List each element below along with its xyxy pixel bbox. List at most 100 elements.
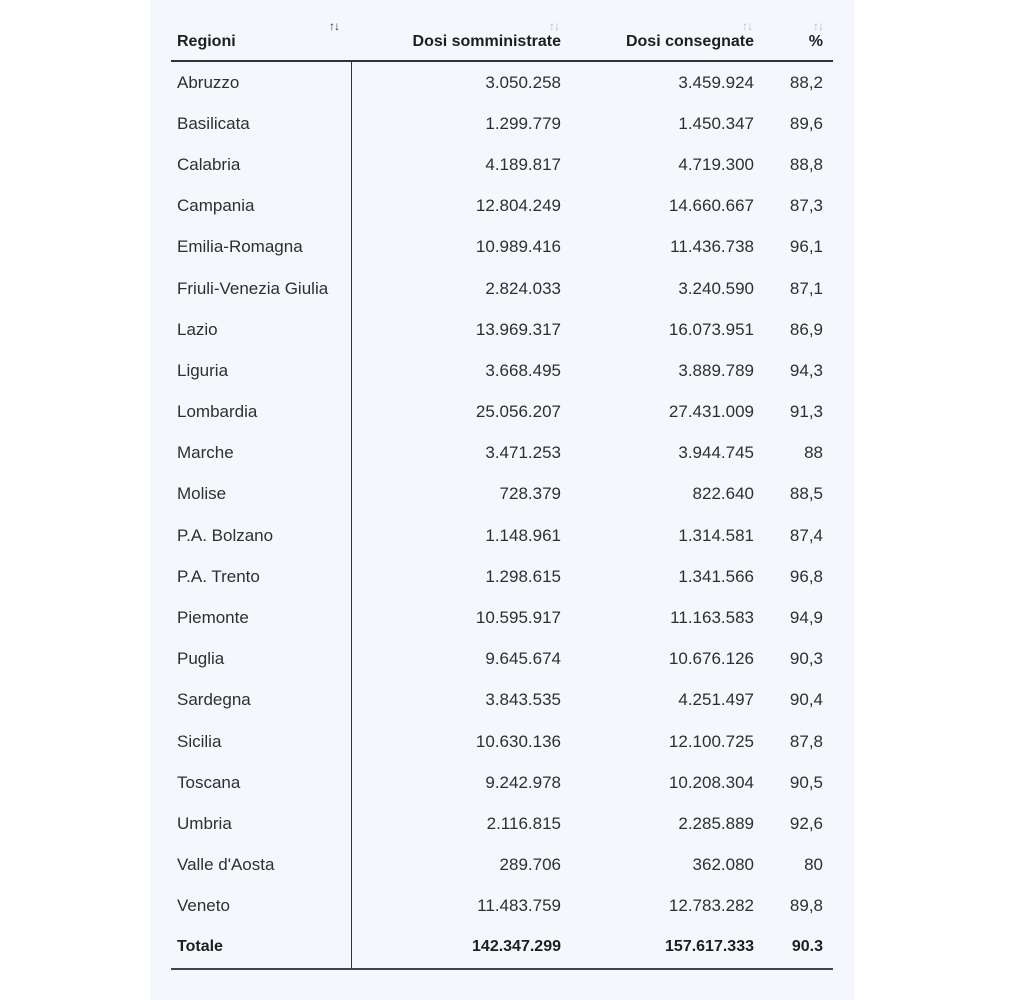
cell-delivered: 4.719.300 xyxy=(678,154,754,174)
table-body: Abruzzo 3.050.258 3.459.924 88,2 Basilicata 1… xyxy=(171,61,833,927)
cell-delivered: 27.431.009 xyxy=(668,402,754,422)
cell-region: Sardegna xyxy=(171,679,352,721)
cell-administered: 2.116.815 xyxy=(486,813,561,833)
cell-percent: 80 xyxy=(804,855,823,875)
cell-region: P.A. Bolzano xyxy=(171,515,352,557)
cell-percent: 94,9 xyxy=(789,608,823,628)
table-row: Veneto 11.483.759 12.783.282 89,8 xyxy=(171,885,833,927)
cell-delivered: 1.341.566 xyxy=(678,566,754,586)
cell-region: P.A. Trento xyxy=(171,556,352,598)
cell-percent: 90,5 xyxy=(789,772,823,792)
total-label: Totale xyxy=(171,926,352,970)
cell-region: Umbria xyxy=(171,803,352,845)
cell-delivered: 1.450.347 xyxy=(678,113,754,133)
table-row: Sardegna 3.843.535 4.251.497 90,4 xyxy=(171,679,833,721)
column-header-region[interactable]: ↑↓ Regioni xyxy=(171,10,351,62)
cell-administered: 3.843.535 xyxy=(485,690,561,710)
cell-delivered: 3.944.745 xyxy=(678,443,754,463)
cell-percent: 92,6 xyxy=(789,813,823,833)
cell-delivered: 3.459.924 xyxy=(678,72,754,92)
cell-administered: 1.299.779 xyxy=(485,113,561,133)
cell-delivered: 10.676.126 xyxy=(668,649,754,669)
column-header-administered[interactable]: ↑↓ Dosi somministrate xyxy=(351,10,567,62)
cell-percent: 89,8 xyxy=(789,896,823,916)
total-row: Totale 142.347.299 157.617.333 90.3 xyxy=(171,926,833,970)
cell-administered: 3.050.258 xyxy=(485,72,561,92)
cell-region: Basilicata xyxy=(171,103,352,145)
vaccine-doses-table: ↑↓ Regioni ↑↓ Dosi somministrate ↑↓ Dosi… xyxy=(171,10,833,970)
total-percent: 90.3 xyxy=(760,926,833,970)
cell-region: Piemonte xyxy=(171,597,352,639)
cell-region: Puglia xyxy=(171,638,352,680)
cell-delivered: 1.314.581 xyxy=(678,525,754,545)
sort-arrows-icon[interactable]: ↑↓ xyxy=(742,19,753,33)
cell-administered: 9.242.978 xyxy=(485,772,561,792)
cell-percent: 86,9 xyxy=(789,319,823,339)
column-header-delivered[interactable]: ↑↓ Dosi consegnate xyxy=(567,10,760,62)
cell-region: Lazio xyxy=(171,309,352,351)
cell-delivered: 4.251.497 xyxy=(678,690,754,710)
table-row: P.A. Trento 1.298.615 1.341.566 96,8 xyxy=(171,556,833,598)
cell-percent: 88 xyxy=(804,443,823,463)
header-row: ↑↓ Regioni ↑↓ Dosi somministrate ↑↓ Dosi… xyxy=(171,10,833,62)
cell-region: Molise xyxy=(171,473,352,516)
cell-administered: 728.379 xyxy=(499,484,561,504)
cell-percent: 90,3 xyxy=(789,649,823,669)
cell-region: Marche xyxy=(171,432,352,474)
column-header-percent[interactable]: ↑↓ % xyxy=(760,10,833,62)
column-header-label: Dosi consegnate xyxy=(625,33,754,50)
table-row: Sicilia 10.630.136 12.100.725 87,8 xyxy=(171,721,833,763)
cell-percent: 87,8 xyxy=(789,731,823,751)
cell-percent: 96,1 xyxy=(789,237,823,257)
sort-arrows-icon[interactable]: ↑↓ xyxy=(329,19,340,33)
cell-delivered: 12.783.282 xyxy=(668,896,754,916)
table-row: Calabria 4.189.817 4.719.300 88,8 xyxy=(171,144,833,186)
cell-delivered: 10.208.304 xyxy=(668,772,754,792)
cell-region: Veneto xyxy=(171,885,352,927)
cell-region: Friuli-Venezia Giulia xyxy=(171,267,352,310)
cell-percent: 90,4 xyxy=(789,690,823,710)
sort-arrows-icon[interactable]: ↑↓ xyxy=(813,19,824,33)
table-row: Marche 3.471.253 3.944.745 88 xyxy=(171,432,833,474)
cell-administered: 10.595.917 xyxy=(475,608,561,628)
cell-percent: 88,2 xyxy=(789,72,823,92)
table-row: Emilia-Romagna 10.989.416 11.436.738 96,1 xyxy=(171,226,833,268)
cell-administered: 11.483.759 xyxy=(477,896,561,916)
cell-region: Lombardia xyxy=(171,391,352,433)
table-row: Molise 728.379 822.640 88,5 xyxy=(171,473,833,516)
cell-administered: 1.148.961 xyxy=(485,525,561,545)
table-row: Campania 12.804.249 14.660.667 87,3 xyxy=(171,185,833,227)
cell-region: Liguria xyxy=(171,350,352,392)
table-row: Basilicata 1.299.779 1.450.347 89,6 xyxy=(171,103,833,145)
table-row: Friuli-Venezia Giulia 2.824.033 3.240.590 8… xyxy=(171,267,833,310)
column-header-label: Dosi somministrate xyxy=(412,33,561,50)
table-row: Piemonte 10.595.917 11.163.583 94,9 xyxy=(171,597,833,639)
cell-region: Emilia-Romagna xyxy=(171,226,352,268)
table-row: Lazio 13.969.317 16.073.951 86,9 xyxy=(171,309,833,351)
table-row: Lombardia 25.056.207 27.431.009 91,3 xyxy=(171,391,833,433)
cell-administered: 2.824.033 xyxy=(485,278,561,298)
cell-percent: 91,3 xyxy=(789,402,823,422)
cell-administered: 13.969.317 xyxy=(475,319,561,339)
total-administered: 142.347.299 xyxy=(351,926,567,970)
cell-delivered: 3.889.789 xyxy=(678,360,754,380)
cell-administered: 25.056.207 xyxy=(475,402,561,422)
total-delivered: 157.617.333 xyxy=(567,926,760,970)
cell-region: Toscana xyxy=(171,762,352,804)
cell-administered: 10.630.136 xyxy=(475,731,561,751)
cell-region: Valle d'Aosta xyxy=(171,844,352,886)
column-header-label: Regioni xyxy=(177,33,236,50)
column-header-label: % xyxy=(808,33,823,50)
cell-delivered: 2.285.889 xyxy=(678,813,754,833)
vaccine-doses-table-container: ↑↓ Regioni ↑↓ Dosi somministrate ↑↓ Dosi… xyxy=(171,10,833,970)
cell-delivered: 3.240.590 xyxy=(678,278,754,298)
cell-percent: 96,8 xyxy=(789,566,823,586)
cell-administered: 3.668.495 xyxy=(485,360,561,380)
cell-region: Sicilia xyxy=(171,721,352,763)
cell-region: Abruzzo xyxy=(171,61,352,104)
cell-administered: 1.298.615 xyxy=(485,566,561,586)
cell-administered: 10.989.416 xyxy=(475,237,561,257)
cell-administered: 4.189.817 xyxy=(485,154,561,174)
sort-arrows-icon[interactable]: ↑↓ xyxy=(549,19,560,33)
cell-delivered: 14.660.667 xyxy=(668,196,754,216)
